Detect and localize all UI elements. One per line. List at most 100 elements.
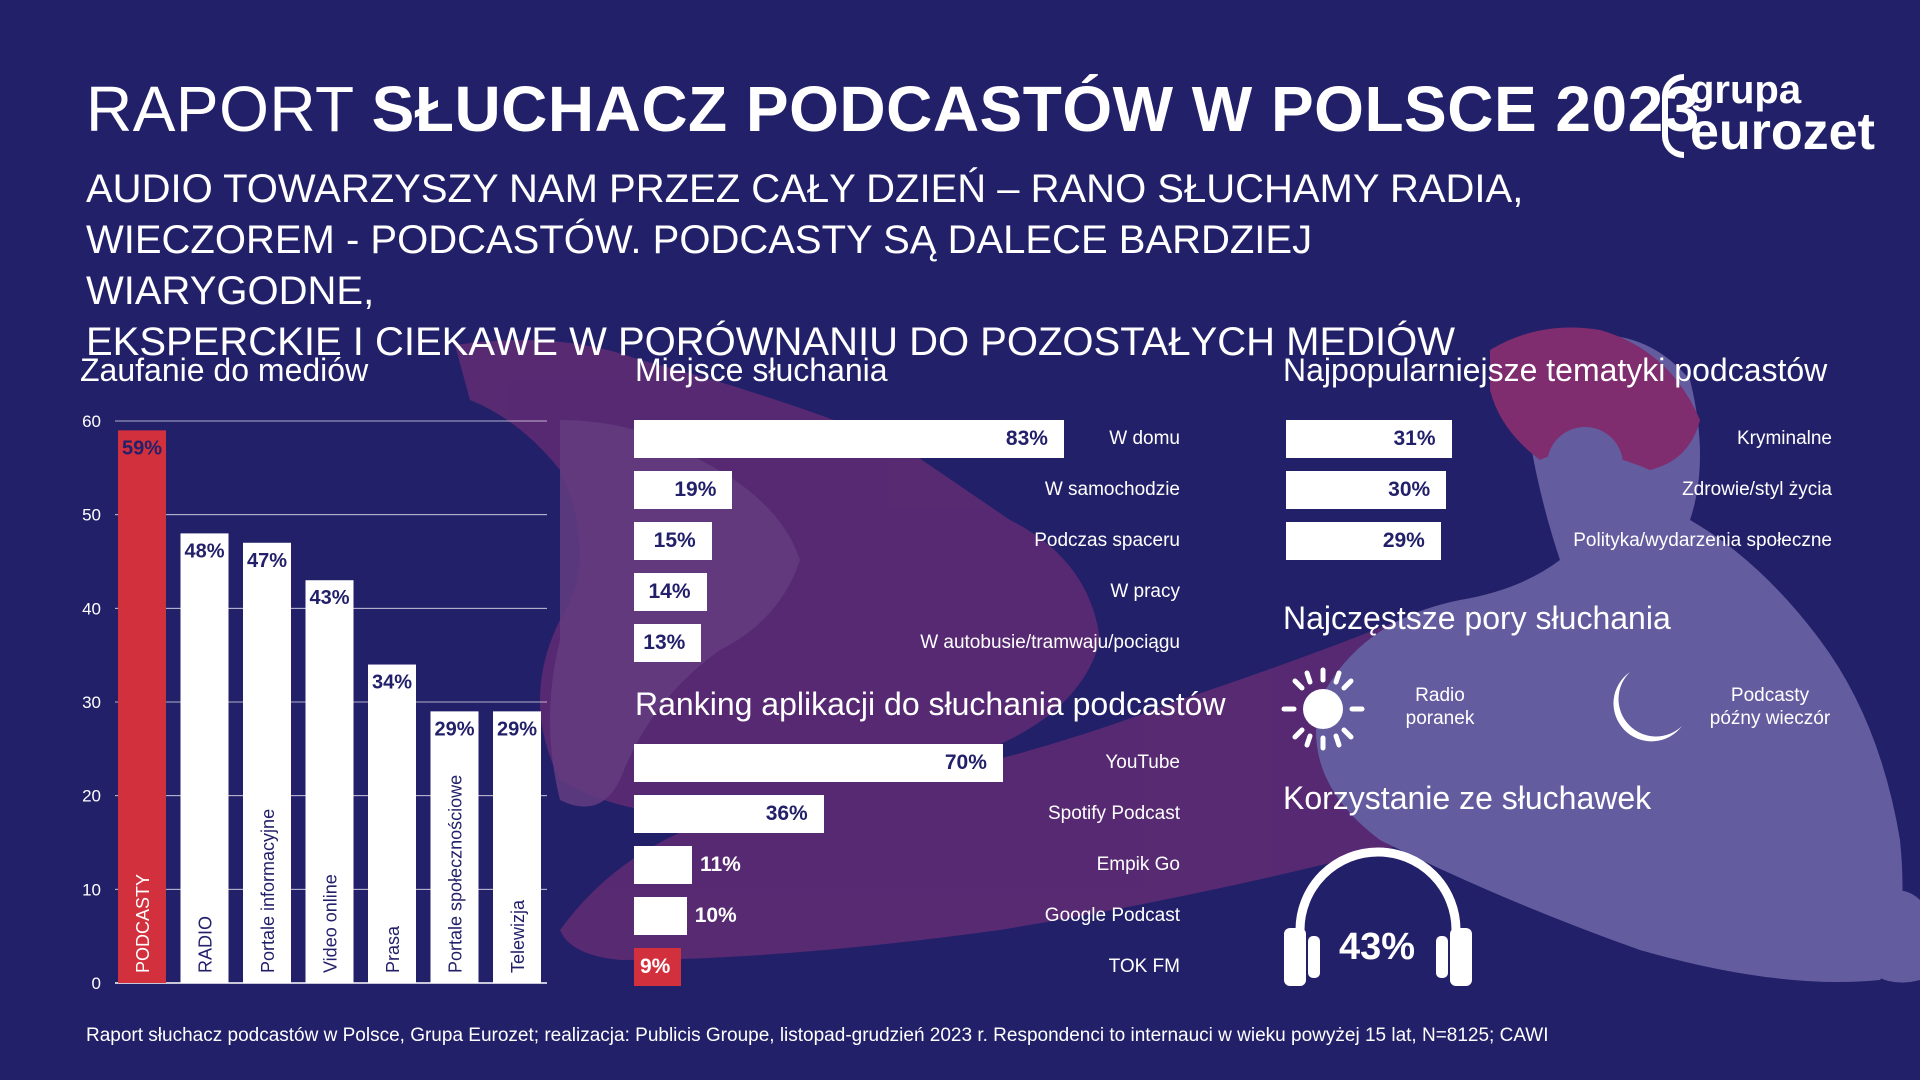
place-bar: [634, 573, 707, 611]
app-row: 11% Empik Go: [634, 846, 1180, 884]
trust-bar: [243, 542, 291, 983]
trust-bar-category-label: Video online: [321, 874, 341, 973]
source-footnote: Raport słuchacz podcastów w Polsce, Grup…: [86, 1025, 1549, 1046]
place-category-label: W autobusie/tramwaju/pociągu: [920, 632, 1180, 653]
trust-bar-value-label: 34%: [372, 672, 412, 694]
place-bar: [634, 624, 702, 662]
place-value-label: 14%: [648, 580, 691, 603]
place-bar: [634, 420, 1064, 458]
times-title: Najczęstsze pory słuchania: [1283, 600, 1671, 636]
app-value-label: 9%: [640, 955, 671, 978]
place-value-label: 19%: [674, 478, 717, 501]
trust-bar-value-label: 43%: [309, 587, 349, 609]
headphones-icon: [1284, 847, 1472, 986]
app-row: 9% TOK FM: [634, 948, 1180, 986]
title-regular: RAPORT: [86, 73, 354, 145]
podcast-time-label: Podcasty późny wieczór: [1690, 684, 1850, 730]
app-category-label: Empik Go: [1096, 854, 1180, 875]
trust-bar-category-label: Portale społecznościowe: [446, 775, 466, 973]
page-title: RAPORT SŁUCHACZ PODCASTÓW W POLSCE 2023: [86, 70, 1700, 148]
trust-bar-category-label: Prasa: [383, 925, 403, 973]
place-category-label: W pracy: [1110, 581, 1180, 602]
apps-bar-chart: 70% YouTube 36% Spotify Podcast 11% Empik Go 1…: [634, 744, 1180, 994]
place-row: 13% W autobusie/tramwaju/pociągu: [634, 624, 1180, 662]
place-bar: [634, 471, 733, 509]
trust-bar-value-label: 59%: [122, 437, 162, 459]
topic-bar: [1286, 522, 1441, 560]
place-category-label: W domu: [1109, 428, 1180, 449]
y-tick-label: 30: [82, 693, 101, 712]
place-row: 19% W samochodzie: [634, 471, 1180, 509]
topic-row: 31% Kryminalne: [1286, 420, 1832, 458]
place-value-label: 15%: [653, 529, 696, 552]
app-bar: [634, 948, 682, 986]
app-value-label: 70%: [944, 751, 987, 774]
topics-bar-chart: 31% Kryminalne 30% Zdrowie/styl życia 29% Pol…: [1286, 420, 1832, 570]
logo-line-1: grupa: [1690, 68, 1802, 112]
place-bar: [634, 522, 712, 560]
app-category-label: YouTube: [1105, 752, 1180, 773]
illustration-figure: [455, 327, 1920, 983]
app-row: 70% YouTube: [634, 744, 1180, 782]
y-tick-label: 0: [92, 974, 101, 993]
apps-chart-title: Ranking aplikacji do słuchania podcastów: [635, 686, 1226, 722]
place-category-label: Podczas spaceru: [1034, 530, 1180, 551]
topic-value-label: 31%: [1393, 427, 1436, 450]
topic-row: 30% Zdrowie/styl życia: [1286, 471, 1832, 509]
topic-bar: [1286, 420, 1452, 458]
grupa-eurozet-logo: grupa eurozet: [1662, 68, 1875, 166]
trust-bar-category-label: PODCASTY: [133, 874, 153, 973]
podcast-time-line-2: późny wieczór: [1709, 708, 1831, 729]
trust-bar-value-label: 29%: [497, 718, 537, 740]
app-value-label: 36%: [765, 802, 808, 825]
trust-bar-category-label: RADIO: [196, 916, 216, 973]
place-bar-chart: 83% W domu 19% W samochodzie 15% Podczas spac…: [634, 420, 1180, 670]
app-bar: [634, 846, 692, 884]
radio-time-line-1: Radio: [1415, 685, 1465, 706]
logo-bracket-shape: [1662, 74, 1684, 158]
title-bold: SŁUCHACZ PODCASTÓW W POLSCE 2023: [371, 73, 1700, 145]
place-value-label: 13%: [643, 631, 686, 654]
trust-bar: [180, 533, 229, 983]
topic-category-label: Kryminalne: [1736, 428, 1832, 449]
y-tick-label: 40: [82, 599, 101, 618]
subtitle-line: WIECZOREM - PODCASTÓW. PODCASTY SĄ DALEC…: [86, 218, 1313, 313]
trust-bar-value-label: 29%: [434, 718, 474, 740]
trust-bar-category-label: Telewizja: [508, 899, 528, 973]
trust-bar: [118, 430, 166, 983]
app-bar: [634, 897, 687, 935]
app-bar: [634, 744, 1003, 782]
place-value-label: 83%: [1005, 427, 1048, 450]
app-row: 36% Spotify Podcast: [634, 795, 1180, 833]
radio-time-label: Radio poranek: [1380, 684, 1500, 730]
logo-line-2: eurozet: [1690, 103, 1875, 161]
y-tick-label: 20: [82, 787, 101, 806]
topics-chart-title: Najpopularniejsze tematyki podcastów: [1283, 352, 1828, 388]
trust-bar-value-label: 47%: [247, 550, 287, 572]
topic-category-label: Zdrowie/styl życia: [1682, 479, 1832, 500]
trust-bar: [493, 711, 541, 983]
app-value-label: 11%: [699, 853, 741, 876]
trust-bar: [368, 664, 416, 983]
app-category-label: Google Podcast: [1044, 905, 1180, 926]
trust-bar: [430, 711, 479, 983]
radio-time-line-2: poranek: [1405, 708, 1475, 729]
trust-chart-title: Zaufanie do mediów: [80, 352, 369, 388]
headphones-value: 43%: [1338, 926, 1416, 968]
place-row: 14% W pracy: [634, 573, 1180, 611]
topic-value-label: 29%: [1382, 529, 1425, 552]
page-subtitle: AUDIO TOWARZYSZY NAM PRZEZ CAŁY DZIEŃ – …: [86, 164, 1586, 368]
y-tick-label: 50: [82, 506, 101, 525]
topic-category-label: Polityka/wydarzenia społeczne: [1573, 530, 1832, 551]
topic-bar: [1286, 471, 1447, 509]
topic-value-label: 30%: [1388, 478, 1431, 501]
trust-bar-chart: 0 10 20 30 40 50 60 59% PODCASTY 48% RADIO 47% Porta…: [82, 412, 547, 993]
place-chart-title: Miejsce słuchania: [635, 352, 888, 388]
y-tick-label: 60: [82, 412, 101, 431]
trust-bar-category-label: Portale informacyjne: [258, 809, 278, 973]
trust-bar: [305, 580, 354, 983]
place-category-label: W samochodzie: [1044, 479, 1180, 500]
place-row: 15% Podczas spaceru: [634, 522, 1180, 560]
podcast-time-line-1: Podcasty: [1730, 685, 1810, 706]
